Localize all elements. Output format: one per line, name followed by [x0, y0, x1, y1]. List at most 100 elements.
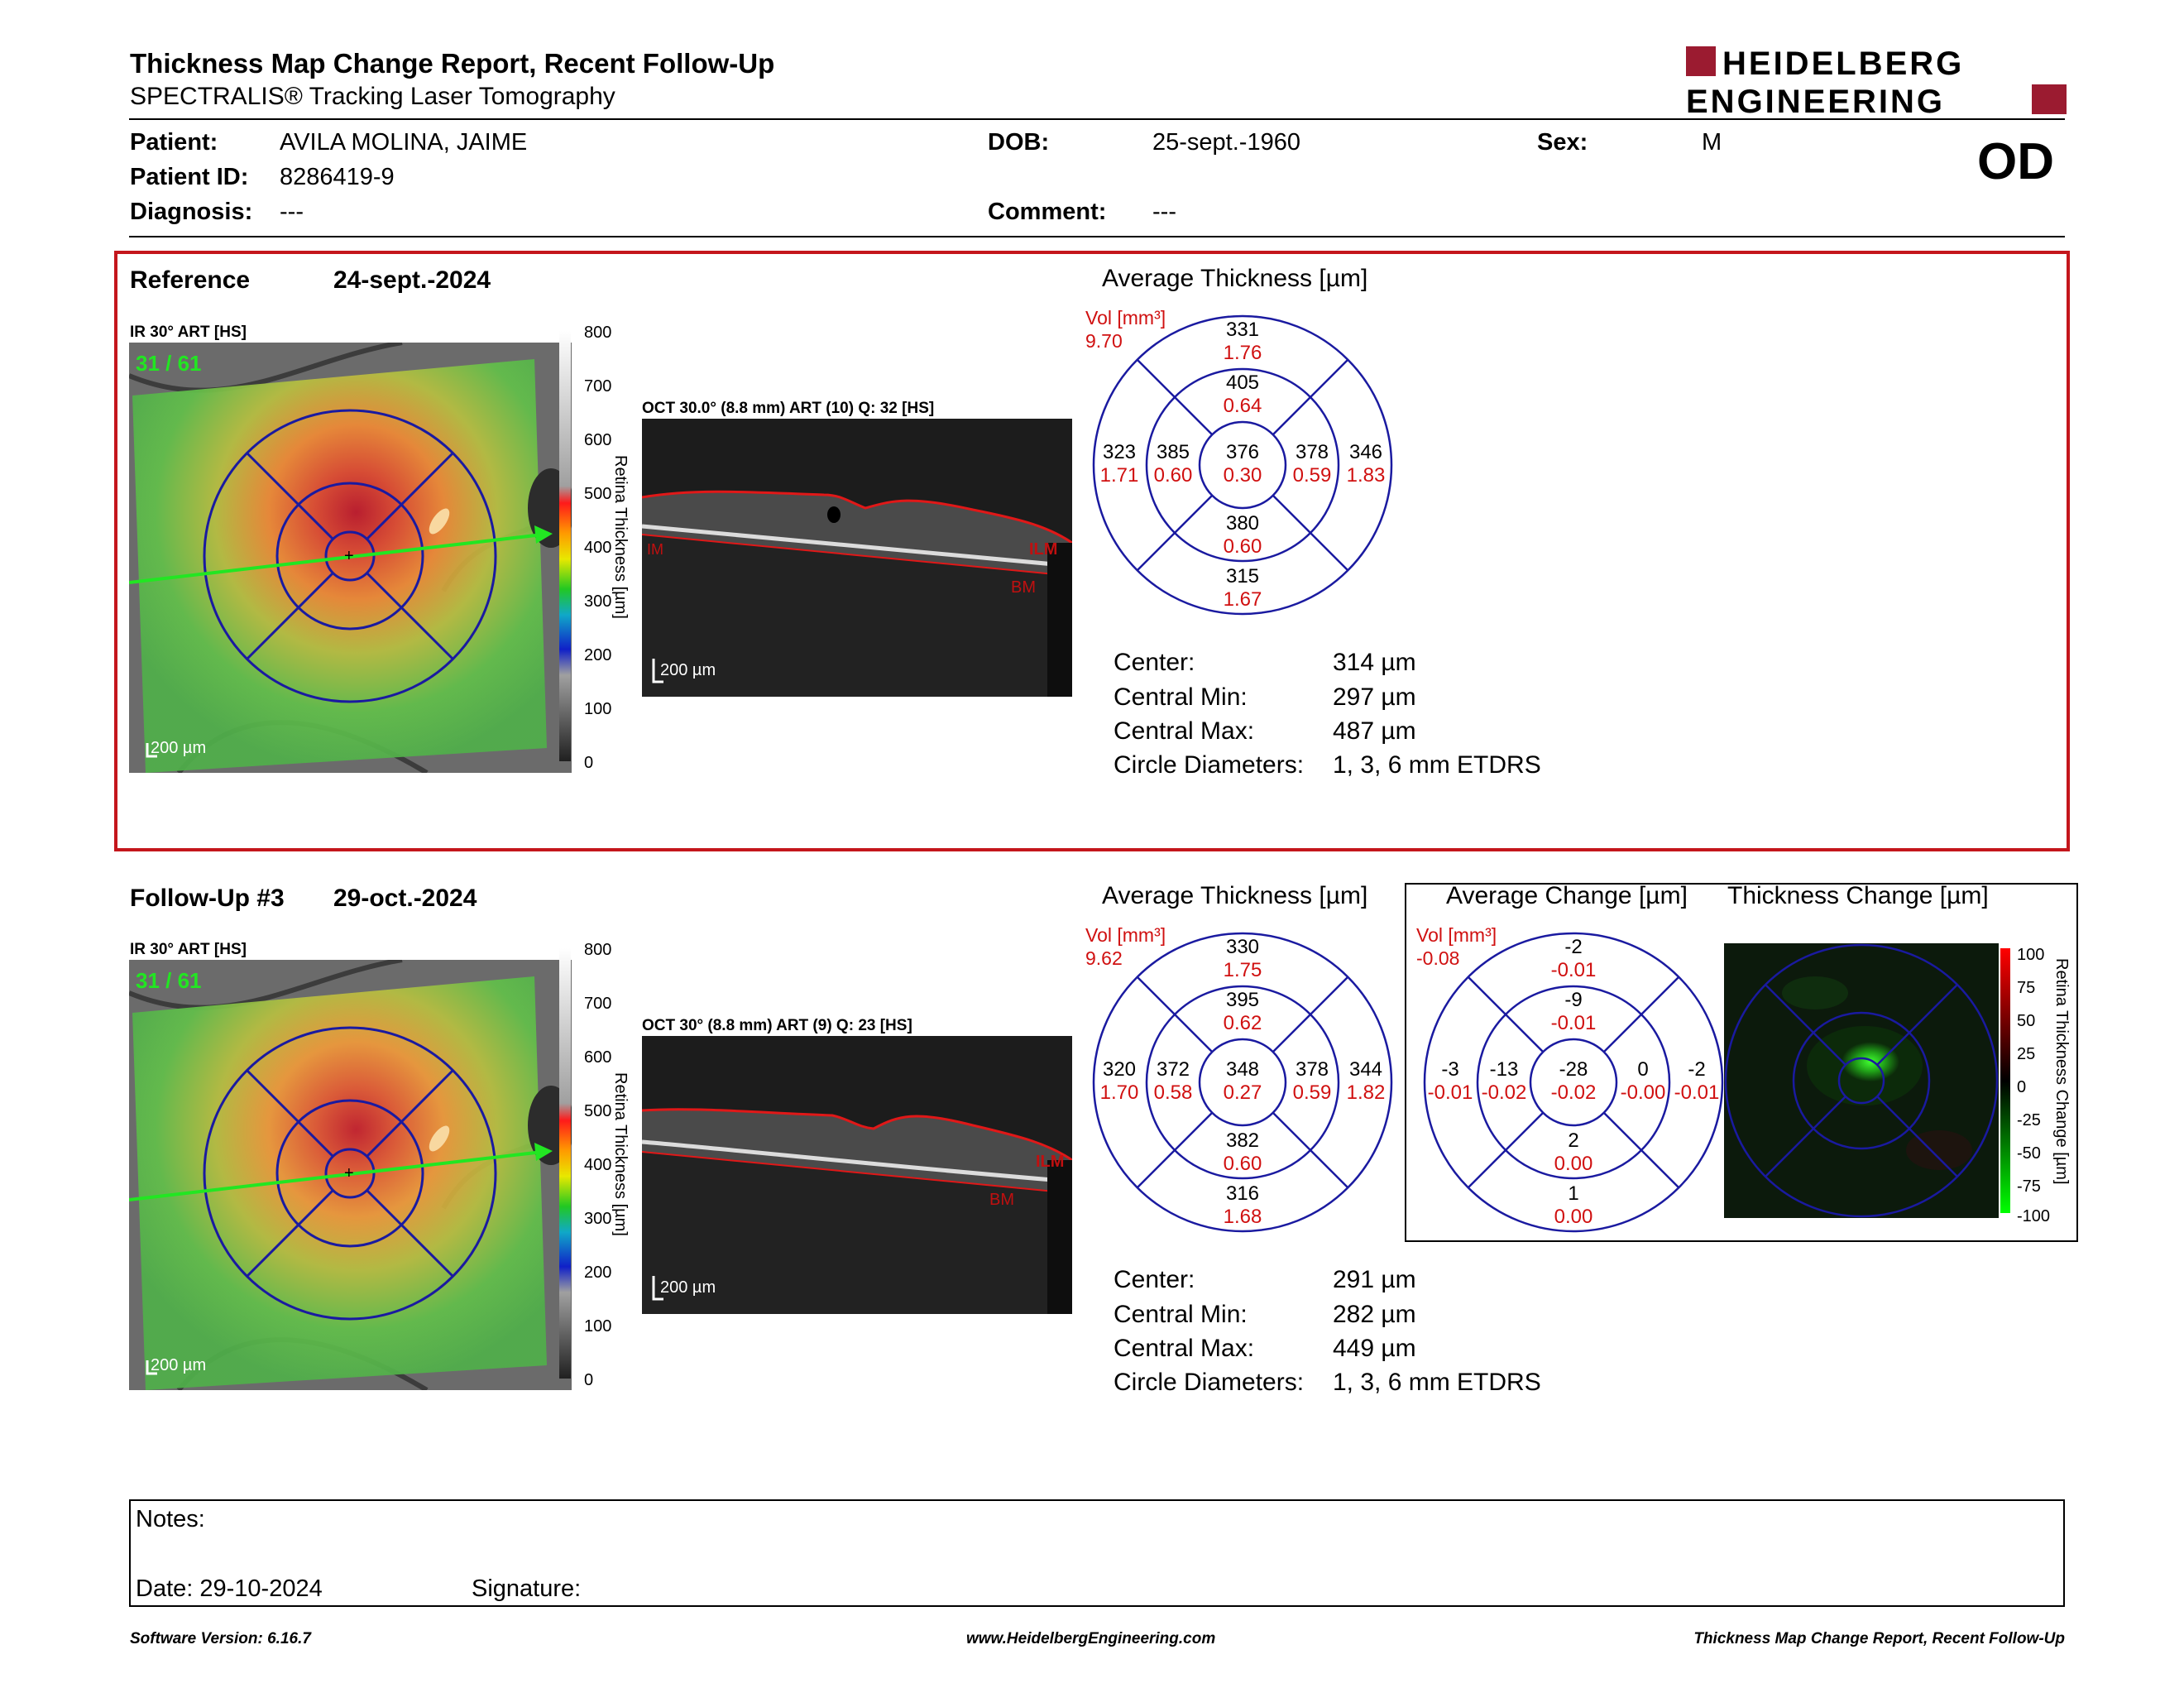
sex-value: M: [1702, 129, 1722, 156]
reference-avg-title: Average Thickness [µm]: [1102, 265, 1368, 292]
thickness-change-map: [1724, 943, 1999, 1218]
ref-cb-tick: 800: [584, 324, 611, 342]
ref-inner-sup-thickness: 405: [1226, 372, 1259, 394]
fu-outer-sup-volume: 1.75: [1224, 959, 1262, 981]
notes-label: Notes:: [136, 1506, 205, 1532]
ref-cb-tick: 600: [584, 431, 611, 449]
dob-label: DOB:: [988, 129, 1050, 156]
fu-stat-value: 282 µm: [1333, 1301, 1416, 1328]
ref-cb-tick: 500: [584, 485, 611, 503]
notes-box[interactable]: [129, 1499, 2065, 1607]
change-vol-unit: Vol [mm³]: [1416, 924, 1497, 946]
fu-vol-total: 9.62: [1085, 947, 1123, 969]
fu-stat-label: Central Min:: [1114, 1301, 1248, 1328]
chg-inner-sup-thickness: -9: [1564, 989, 1582, 1011]
fu-inner-temp-thickness: 372: [1157, 1058, 1190, 1081]
followup-oct-label: OCT 30° (8.8 mm) ART (9) Q: 23 [HS]: [642, 1017, 912, 1034]
patient-id-label: Patient ID:: [130, 164, 249, 190]
patient-id: 8286419-9: [280, 164, 395, 190]
ref-ilm-label: ILM: [1029, 540, 1057, 559]
reference-colorbar: 800 700 600 500 400 300 200 100 0 Retina…: [559, 324, 630, 772]
ref-vol-unit: Vol [mm³]: [1085, 307, 1166, 328]
ref-outer-nas-thickness: 346: [1349, 441, 1382, 463]
ref-stat-value: 297 µm: [1333, 683, 1416, 711]
tc-tick: 75: [2017, 979, 2035, 997]
ref-outer-temp-thickness: 323: [1103, 441, 1136, 463]
ref-cb-tick: 200: [584, 646, 611, 664]
ref-bm-label: BM: [1011, 578, 1036, 597]
fu-bm-label: BM: [989, 1191, 1014, 1209]
ref-stat-label: Center:: [1114, 649, 1195, 676]
ref-cb-title: Retina Thickness [µm]: [611, 455, 630, 619]
fu-stat-value: 449 µm: [1333, 1335, 1416, 1362]
followup-label: Follow-Up #3: [130, 885, 285, 912]
ref-stat-label: Central Max:: [1114, 717, 1255, 745]
chg-outer-temp-thickness: -3: [1441, 1058, 1458, 1081]
chg-outer-temp-volume: -0.01: [1428, 1081, 1473, 1104]
diagnosis-value: ---: [280, 199, 304, 225]
chg-outer-inf-volume: 0.00: [1554, 1206, 1593, 1228]
followup-date: 29-oct.-2024: [333, 885, 477, 912]
reference-oct-label: OCT 30.0° (8.8 mm) ART (10) Q: 32 [HS]: [642, 400, 935, 417]
followup-oct-scale: 200 µm: [660, 1278, 716, 1297]
reference-oct-scan: ILM BM IM 200 µm: [642, 419, 1072, 697]
followup-colorbar: 800 700 600 500 400 300 200 100 0 Retina…: [559, 941, 630, 1389]
change-title: Average Change [µm]: [1446, 882, 1688, 909]
thickness-change-title: Thickness Change [µm]: [1727, 882, 1989, 909]
fu-inner-inf-volume: 0.60: [1224, 1153, 1262, 1175]
ref-inner-inf-thickness: 380: [1226, 512, 1259, 535]
tc-tick: -100: [2017, 1207, 2050, 1225]
fu-stat-value: 291 µm: [1333, 1266, 1416, 1293]
chg-outer-sup-thickness: -2: [1564, 936, 1582, 958]
change-etdrs-grid: Vol [mm³] -0.08 -2 -0.01 -9 -0.01 -28 -0…: [1416, 924, 1724, 1233]
sex-label: Sex:: [1537, 129, 1588, 156]
fu-stat-label: Center:: [1114, 1266, 1195, 1293]
thickness-change-colorbar: 100 75 50 25 0 -25 -50 -75 -100 Retina T…: [2000, 946, 2071, 1225]
chg-center-volume: -0.02: [1551, 1081, 1597, 1104]
tc-tick: -75: [2017, 1177, 2041, 1196]
reference-fundus-image: + 31 / 61 200 µm: [129, 343, 572, 773]
chg-outer-sup-volume: -0.01: [1551, 959, 1597, 981]
fu-inner-inf-thickness: 382: [1226, 1129, 1259, 1152]
fu-cb-tick: 600: [584, 1048, 611, 1067]
footer-url[interactable]: www.HeidelbergEngineering.com: [966, 1630, 1216, 1647]
comment-label: Comment:: [988, 199, 1107, 225]
ref-stat-value: 487 µm: [1333, 717, 1416, 745]
report-subtitle: SPECTRALIS® Tracking Laser Tomography: [130, 83, 615, 110]
ref-cb-tick: 100: [584, 700, 611, 718]
reference-date: 24-sept.-2024: [333, 266, 491, 294]
ref-stat-label: Central Min:: [1114, 683, 1248, 711]
fu-stat-label: Circle Diameters:: [1114, 1369, 1305, 1396]
fu-ilm-label: ILM: [1036, 1153, 1064, 1171]
patient-label: Patient:: [130, 129, 218, 156]
ref-inner-temp-thickness: 385: [1157, 441, 1190, 463]
reference-fundus-scale: 200 µm: [151, 739, 206, 757]
fu-inner-sup-thickness: 395: [1226, 989, 1259, 1011]
tc-tick: 25: [2017, 1045, 2035, 1063]
fu-cb-tick: 500: [584, 1102, 611, 1120]
ref-outer-nas-volume: 1.83: [1347, 464, 1386, 487]
reference-ir-label: IR 30° ART [HS]: [130, 324, 247, 341]
ref-center-volume: 0.30: [1224, 464, 1262, 487]
ref-outer-inf-thickness: 315: [1226, 565, 1259, 587]
ref-inner-nas-thickness: 378: [1296, 441, 1329, 463]
heidelberg-logo: HEIDELBERG ENGINEERING: [1686, 46, 2067, 119]
header-rule: [129, 118, 2065, 120]
ref-outer-sup-volume: 1.76: [1224, 342, 1262, 364]
followup-frames: 31 / 61: [136, 968, 202, 993]
fu-inner-temp-volume: 0.58: [1154, 1081, 1193, 1104]
fu-center-volume: 0.27: [1224, 1081, 1262, 1104]
followup-ir-label: IR 30° ART [HS]: [130, 941, 247, 958]
ref-inner-nas-volume: 0.59: [1293, 464, 1332, 487]
chg-inner-temp-volume: -0.02: [1482, 1081, 1527, 1104]
tc-cb-title: Retina Thickness Change [µm]: [2052, 958, 2071, 1185]
ref-center-thickness: 376: [1226, 441, 1259, 463]
fu-cb-tick: 200: [584, 1264, 611, 1282]
fu-cb-tick: 700: [584, 995, 611, 1013]
ref-cb-tick: 0: [584, 754, 593, 772]
reference-panel: [114, 251, 2070, 851]
comment-value: ---: [1152, 199, 1176, 225]
followup-avg-title: Average Thickness [µm]: [1102, 882, 1368, 909]
fu-outer-temp-volume: 1.70: [1100, 1081, 1139, 1104]
diagnosis-label: Diagnosis:: [130, 199, 253, 225]
